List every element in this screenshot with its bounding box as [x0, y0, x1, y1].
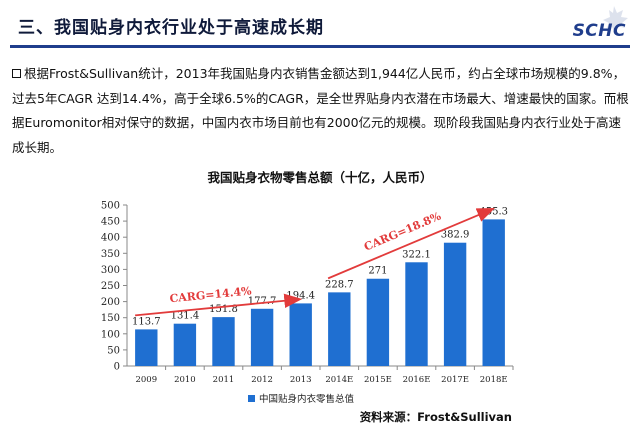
data-label: 131.4 — [171, 311, 200, 322]
y-tick-label: 250 — [101, 281, 120, 292]
bar — [443, 242, 467, 366]
y-tick-label: 300 — [101, 265, 120, 276]
y-tick-label: 100 — [101, 329, 120, 340]
x-tick-label: 2009 — [135, 375, 157, 385]
data-label: 271 — [368, 266, 387, 277]
y-tick-label: 0 — [114, 362, 120, 373]
x-tick-label: 2016E — [403, 375, 431, 385]
x-tick-label: 2018E — [480, 375, 508, 385]
data-label: 177.7 — [248, 296, 277, 307]
bar — [482, 219, 505, 366]
header-divider — [10, 45, 630, 48]
bar — [135, 329, 158, 366]
slide-title: 三、我国贴身内衣行业处于高速成长期 — [18, 18, 324, 38]
schc-logo: SCHC — [554, 4, 634, 42]
bar — [405, 262, 428, 366]
slide-header: 三、我国贴身内衣行业处于高速成长期 SCHC — [0, 0, 640, 48]
y-tick-label: 450 — [101, 217, 120, 228]
chart-title: 我国贴身衣物零售总额（十亿，人民币） — [207, 170, 432, 185]
x-tick-label: 2015E — [364, 375, 392, 385]
cagr-arrow — [135, 293, 303, 317]
x-tick-label: 2013 — [290, 375, 312, 385]
square-bullet-icon — [12, 68, 21, 78]
bar — [250, 308, 274, 366]
x-tick-label: 2014E — [325, 375, 353, 385]
bar — [289, 303, 312, 366]
bar — [212, 317, 235, 366]
data-label: 382.9 — [441, 230, 470, 241]
cagr-label: CARG=14.4% — [169, 284, 253, 305]
x-tick-label: 2011 — [213, 375, 235, 385]
intro-paragraph: 根据Frost&Sullivan统计，2013年我国贴身内衣销售金额达到1,94… — [12, 62, 630, 160]
legend-label: 中国贴身内衣零售总值 — [259, 393, 355, 405]
intro-text: 根据Frost&Sullivan统计，2013年我国贴身内衣销售金额达到1,94… — [12, 66, 629, 155]
data-label: 113.7 — [132, 316, 161, 327]
data-label: 228.7 — [325, 279, 354, 290]
logo-text: SCHC — [572, 21, 626, 41]
retail-sales-chart: 我国贴身衣物零售总额（十亿，人民币） 0 50 100 150 200 250 300 350 4… — [0, 160, 640, 429]
y-tick-label: 150 — [101, 313, 120, 324]
x-tick-label: 2010 — [174, 375, 196, 385]
x-tick-label: 2017E — [441, 375, 469, 385]
data-label: 322.1 — [402, 249, 431, 260]
maple-leaf-icon — [603, 6, 628, 34]
source-note: 资料来源：Frost&Sullivan — [359, 410, 512, 424]
legend-swatch — [248, 395, 255, 402]
bar — [328, 292, 351, 366]
y-tick-label: 400 — [101, 233, 120, 244]
y-tick-label: 200 — [101, 297, 120, 308]
y-tick-label: 500 — [101, 201, 120, 212]
y-tick-label: 350 — [101, 249, 120, 260]
y-tick-label: 50 — [107, 345, 120, 356]
x-tick-label: 2012 — [251, 375, 273, 385]
chart-svg: 我国贴身衣物零售总额（十亿，人民币） 0 50 100 150 200 250 300 350 4… — [101, 170, 514, 405]
data-label: 151.8 — [209, 304, 238, 315]
bar — [173, 323, 197, 366]
bar — [366, 278, 390, 366]
cagr-arrow — [327, 207, 496, 280]
